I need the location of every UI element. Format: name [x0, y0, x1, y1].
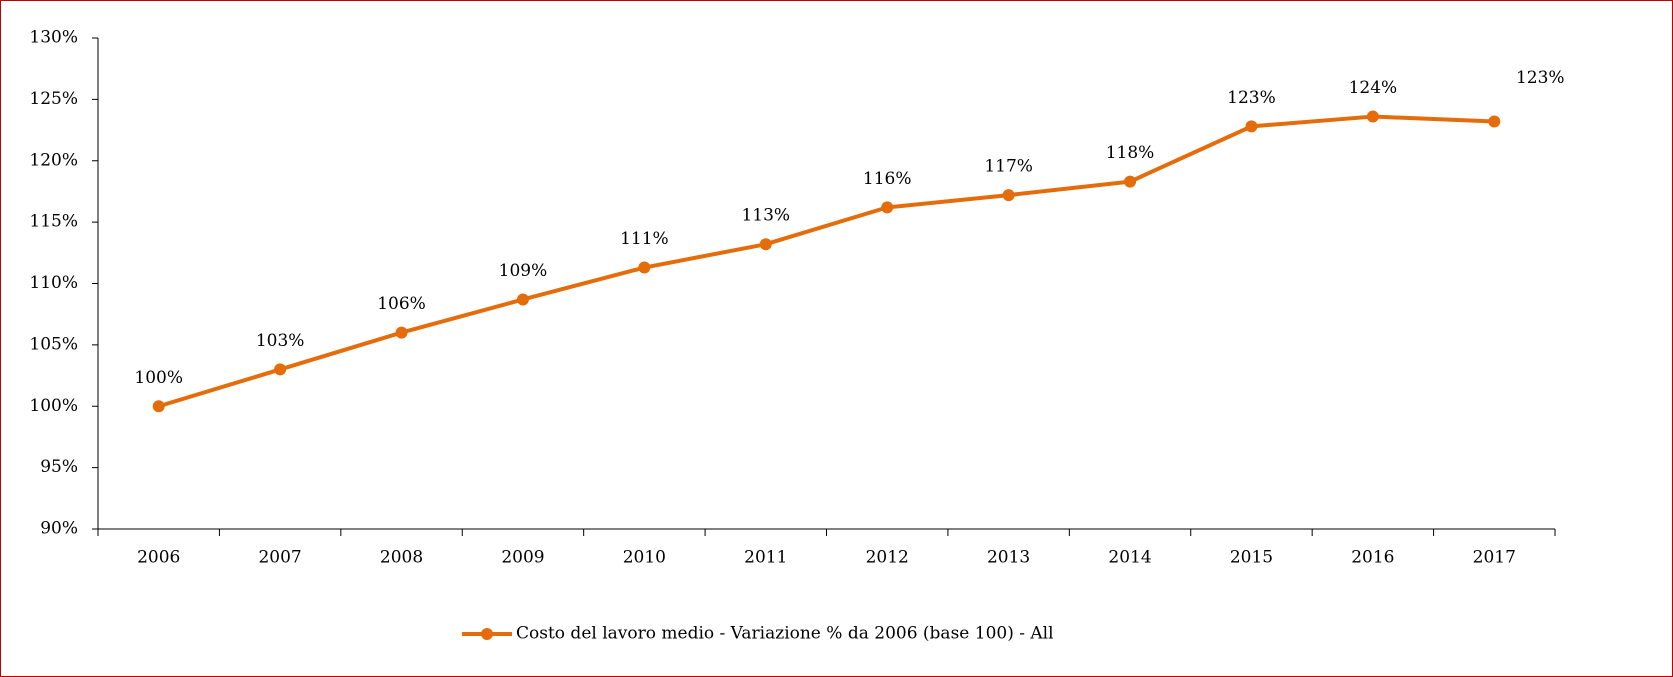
data-label: 103%: [256, 331, 305, 351]
data-label: 123%: [1227, 88, 1276, 108]
x-tick-label: 2017: [1473, 548, 1516, 568]
x-tick-label: 2013: [987, 548, 1030, 568]
x-tick-label: 2006: [137, 548, 180, 568]
data-label: 106%: [377, 294, 426, 314]
y-tick-label: 105%: [29, 334, 78, 354]
x-tick-label: 2010: [623, 548, 666, 568]
y-tick-label: 95%: [40, 457, 78, 477]
y-tick-label: 125%: [29, 89, 78, 109]
legend-marker: [481, 628, 493, 640]
y-tick-label: 90%: [40, 519, 78, 539]
x-tick-label: 2007: [258, 548, 301, 568]
data-label: 100%: [134, 368, 183, 388]
data-point: [1245, 120, 1258, 133]
data-point: [1124, 175, 1137, 188]
series-line: [158, 114, 1495, 409]
x-tick-label: 2014: [1108, 548, 1151, 568]
data-point: [1002, 189, 1015, 202]
data-point: [638, 261, 651, 274]
data-label: 123%: [1516, 68, 1565, 88]
y-tick-label: 110%: [29, 273, 78, 293]
y-tick-label: 130%: [29, 28, 78, 48]
legend-label: Costo del lavoro medio - Variazione % da…: [516, 624, 1054, 644]
data-point: [759, 238, 772, 251]
data-point: [152, 400, 165, 413]
y-tick-label: 115%: [29, 212, 78, 232]
data-label: 117%: [984, 157, 1033, 177]
data-label: 124%: [1349, 78, 1398, 98]
data-point: [274, 363, 287, 376]
data-label: 113%: [741, 206, 790, 226]
data-point: [516, 293, 529, 306]
data-label: 116%: [863, 169, 912, 189]
x-tick-label: 2016: [1351, 548, 1394, 568]
data-point: [881, 201, 894, 214]
x-tick-label: 2009: [501, 548, 544, 568]
data-point: [1366, 110, 1379, 123]
y-tick-label: 120%: [29, 150, 78, 170]
x-tick-label: 2008: [380, 548, 423, 568]
data-label: 109%: [499, 261, 548, 281]
x-tick-label: 2011: [744, 548, 787, 568]
data-point: [395, 326, 408, 339]
data-point: [1488, 115, 1501, 128]
data-label: 118%: [1106, 143, 1155, 163]
x-tick-label: 2015: [1230, 548, 1273, 568]
x-tick-label: 2012: [866, 548, 909, 568]
data-label: 111%: [620, 229, 669, 249]
y-tick-label: 100%: [29, 396, 78, 416]
